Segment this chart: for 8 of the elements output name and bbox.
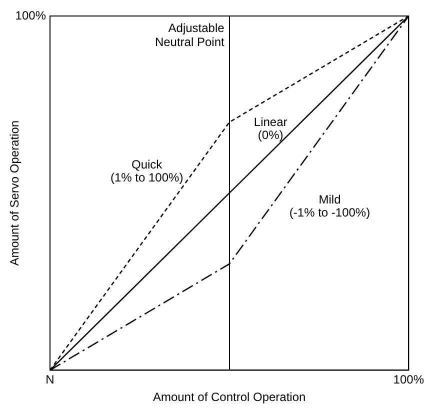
text: 100% bbox=[15, 8, 46, 22]
series-label: Linear (0%) bbox=[254, 114, 288, 142]
annotation: Adjustable Neutral Point bbox=[154, 21, 225, 49]
x-tick-label: N bbox=[46, 372, 54, 387]
y-axis-title: Amount of Servo Operation bbox=[8, 120, 22, 266]
series-label: Quick (1% to 100%) bbox=[110, 157, 184, 184]
series-label: Mild (-1% to -100%) bbox=[289, 192, 370, 220]
x-axis-title: Amount of Control Operation bbox=[152, 390, 306, 404]
